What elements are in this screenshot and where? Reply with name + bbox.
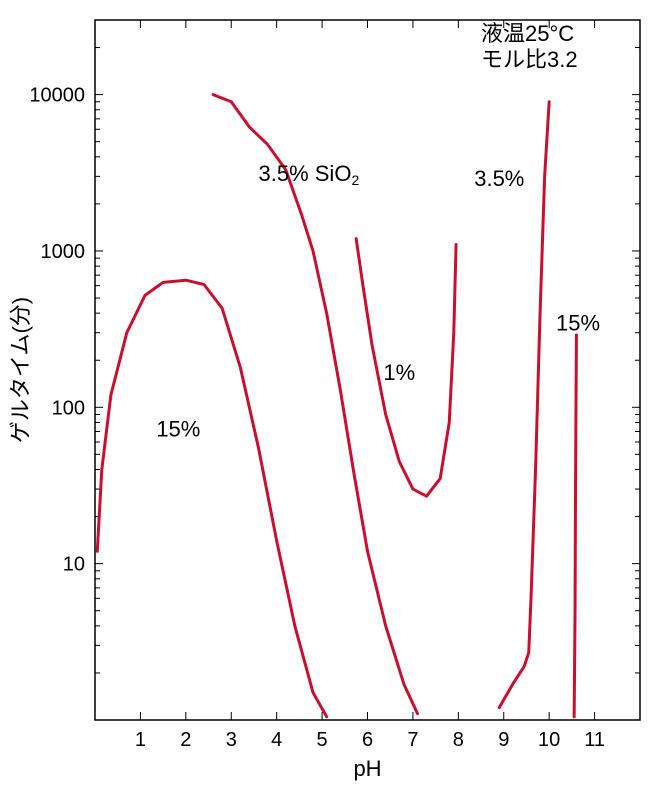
curve-annotation: 3.5% SiO2 [259,161,360,188]
y-tick-label: 1000 [41,241,86,263]
x-tick-label: 11 [584,729,605,751]
curve-annotation: 1% [383,360,415,385]
x-tick-label: 2 [180,729,191,751]
x-tick-label: 10 [538,729,560,751]
plot-border [95,20,640,720]
curve-15pct-right [574,335,576,717]
x-axis-label: pH [353,756,381,781]
curve-3p5pct-right [499,102,549,708]
y-tick-label: 10000 [29,85,85,107]
chart-info-line: 液温25°C [481,21,574,46]
chart-info-line: モル比3.2 [481,47,578,72]
curve-15pct-left [97,280,326,716]
x-tick-label: 1 [135,729,146,751]
curve-annotation: 15% [156,417,200,442]
y-tick-label: 10 [63,554,85,576]
x-tick-label: 5 [317,729,328,751]
y-tick-label: 100 [52,397,85,419]
chart-container: 1 2 3 4 5 6 7 8 9 10 11 10 100 1000 10000 pH ゲルタイム(分) 15%… [0,0,661,793]
x-tick-label: 6 [362,729,373,751]
x-tick-label: 9 [498,729,509,751]
geltime-ph-chart: 1 2 3 4 5 6 7 8 9 10 11 10 100 1000 10000 pH ゲルタイム(分) 15%… [0,0,661,793]
x-tick-label: 7 [407,729,418,751]
x-tick-label: 8 [453,729,464,751]
curve-annotation: 15% [556,310,600,335]
x-tick-label: 4 [271,729,282,751]
curve-3p5pct-left [213,95,417,714]
x-tick-label: 3 [226,729,237,751]
y-axis-label: ゲルタイム(分) [8,297,33,443]
curve-annotation: 3.5% [474,166,524,191]
